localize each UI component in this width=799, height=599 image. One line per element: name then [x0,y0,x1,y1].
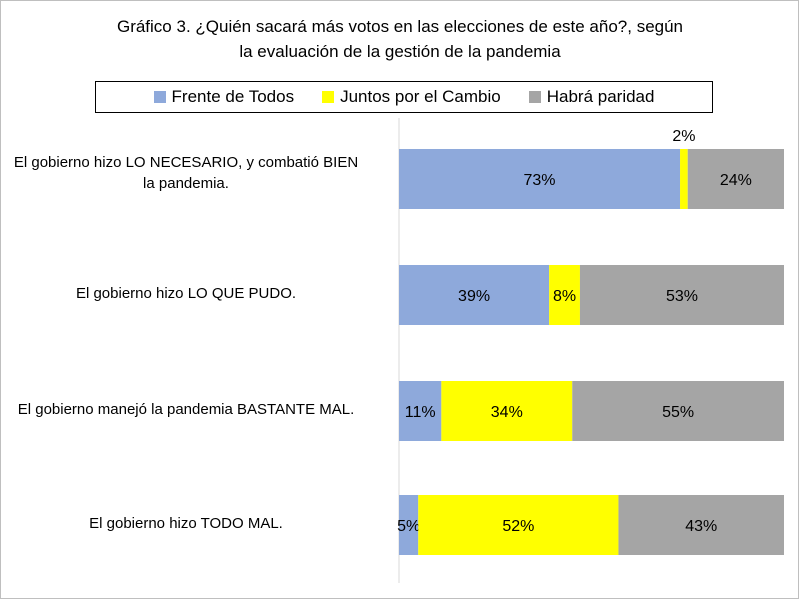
legend-label: Frente de Todos [171,87,295,106]
data-label: 52% [502,518,534,535]
legend-swatch [528,91,541,103]
bar-segment [680,149,688,209]
category-label: El gobierno hizo TODO MAL. [89,514,283,532]
legend-item-juntos-por-el-cambio: Juntos por el Cambio [322,87,501,107]
category-label: El gobierno manejó la pandemia BASTANTE … [17,400,355,418]
bar-segment [399,265,550,325]
category-label: El gobierno hizo LO QUE PUDO. [75,284,297,302]
bar-segment [579,265,784,325]
legend-item-frente-de-todos: Frente de Todos [153,87,295,107]
data-label: 43% [685,518,717,535]
title-line-2: la evaluación de la gestión de la pandem… [239,42,561,61]
bar-segment [399,149,681,209]
legend-item-habra-paridad: Habrá paridad [528,87,655,107]
data-label: 5% [397,518,420,535]
bar-segment [687,149,784,209]
bar-segment [441,381,573,441]
data-label: 53% [666,288,698,305]
data-label: 24% [720,172,752,189]
chart-title: Gráfico 3. ¿Quién sacará más votos en la… [60,14,740,64]
legend: Frente de Todos Juntos por el Cambio Hab… [95,81,713,113]
legend-label: Juntos por el Cambio [340,87,501,106]
data-label: 39% [458,288,490,305]
bar-segment [418,495,619,555]
legend-swatch [153,91,166,103]
legend-label: Habrá paridad [546,87,655,106]
title-line-1: Gráfico 3. ¿Quién sacará más votos en la… [116,17,684,36]
legend-swatch [322,91,335,103]
bar-segment [572,381,784,441]
data-label: 2% [672,128,695,145]
bar-segment [618,495,784,555]
data-label: 34% [491,404,523,421]
data-label: 73% [524,172,556,189]
category-label: El gobierno hizo LO NECESARIO, y combati… [13,154,359,192]
bar-segment [549,265,580,325]
data-label: 11% [405,404,436,421]
data-label: 55% [662,404,694,421]
bar-segment [399,381,442,441]
data-label: 8% [553,288,576,305]
bar-segment [399,495,419,555]
